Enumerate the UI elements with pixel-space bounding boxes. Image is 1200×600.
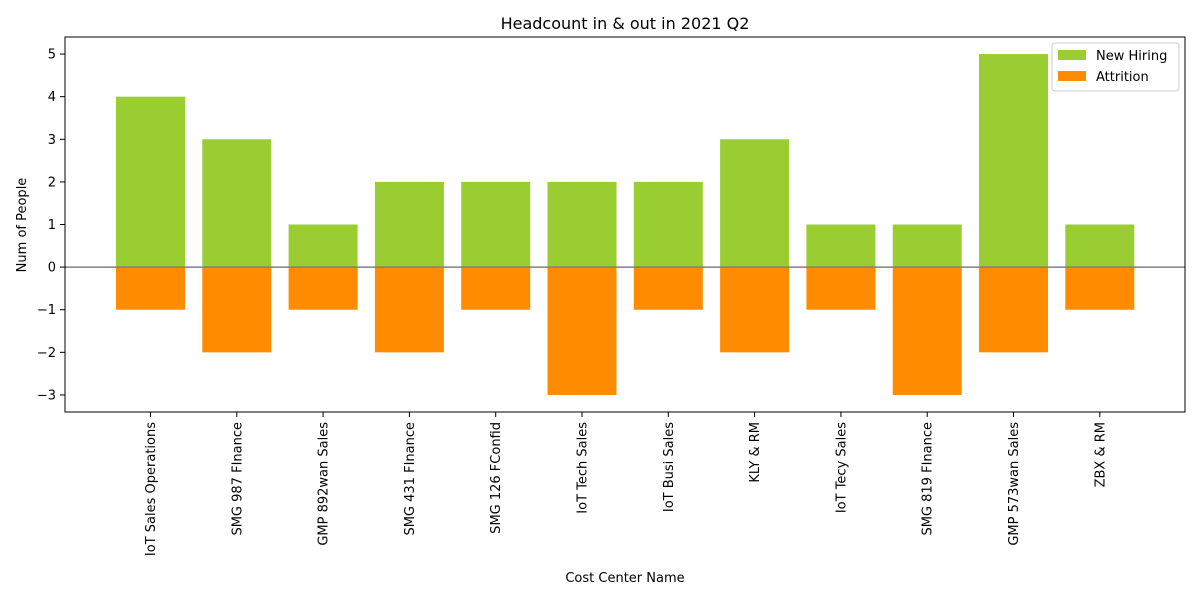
- bar-new-hiring-11: [1065, 224, 1135, 268]
- bar-attrition-9: [892, 267, 962, 395]
- legend-label: Attrition: [1096, 70, 1149, 85]
- bar-new-hiring-9: [892, 224, 962, 268]
- y-tick-label: −3: [37, 388, 56, 403]
- x-tick-label: IoT Busi Sales: [662, 422, 677, 512]
- x-tick-label: ZBX & RM: [1093, 422, 1108, 487]
- bar-new-hiring-5: [547, 181, 617, 268]
- bar-attrition-2: [288, 267, 358, 310]
- y-axis-label: Num of People: [15, 178, 30, 273]
- bar-new-hiring-6: [633, 181, 703, 268]
- legend-swatch: [1058, 71, 1086, 81]
- y-tick-label: 5: [48, 48, 56, 63]
- bar-attrition-1: [202, 267, 272, 353]
- bar-new-hiring-10: [979, 54, 1048, 268]
- bar-attrition-0: [116, 267, 185, 310]
- bar-new-hiring-4: [461, 181, 531, 268]
- y-tick-label: 2: [48, 175, 56, 190]
- x-tick-label: GMP 573wan Sales: [1007, 422, 1022, 546]
- x-tick-label: SMG 431 FInance: [403, 422, 418, 536]
- chart-title: Headcount in & out in 2021 Q2: [501, 14, 750, 33]
- y-tick-label: −2: [37, 346, 56, 361]
- x-axis-label: Cost Center Name: [565, 571, 684, 586]
- bar-attrition-11: [1065, 267, 1135, 310]
- bar-attrition-3: [374, 267, 444, 353]
- x-tick-label: IoT Tecy Sales: [834, 422, 849, 513]
- bar-new-hiring-0: [116, 96, 185, 268]
- bar-new-hiring-2: [288, 224, 358, 268]
- x-tick-label: IoT Sales Operations: [144, 422, 159, 556]
- bar-attrition-10: [979, 267, 1048, 353]
- y-tick-label: 4: [48, 90, 56, 105]
- x-tick-label: SMG 987 FInance: [230, 422, 245, 536]
- x-tick-label: KLY & RM: [748, 422, 763, 483]
- bar-attrition-4: [461, 267, 531, 310]
- bars-group: [116, 54, 1135, 395]
- y-tick-label: 3: [48, 133, 56, 148]
- y-axis: 5 4 3 2 1 0 −1 −2 −3: [37, 48, 65, 403]
- x-tick-label: SMG 126 FConfid: [489, 422, 504, 534]
- bar-attrition-5: [547, 267, 617, 395]
- bar-new-hiring-8: [806, 224, 876, 268]
- y-tick-label: 1: [48, 218, 56, 233]
- bar-attrition-8: [806, 267, 876, 310]
- legend: New Hiring Attrition: [1051, 42, 1180, 92]
- x-axis: IoT Sales Operations SMG 987 FInance GMP 8…: [144, 412, 1108, 556]
- bar-attrition-7: [720, 267, 790, 353]
- bar-new-hiring-3: [374, 181, 444, 268]
- legend-swatch: [1058, 50, 1086, 60]
- bar-attrition-6: [633, 267, 703, 310]
- x-tick-label: SMG 819 FInance: [921, 422, 936, 536]
- x-tick-label: IoT Tech Sales: [576, 422, 591, 514]
- y-tick-label: 0: [48, 261, 56, 276]
- x-tick-label: GMP 892wan Sales: [317, 422, 332, 546]
- y-tick-label: −1: [37, 303, 56, 318]
- bar-new-hiring-7: [720, 139, 790, 268]
- bar-new-hiring-1: [202, 139, 272, 268]
- legend-label: New Hiring: [1096, 49, 1167, 64]
